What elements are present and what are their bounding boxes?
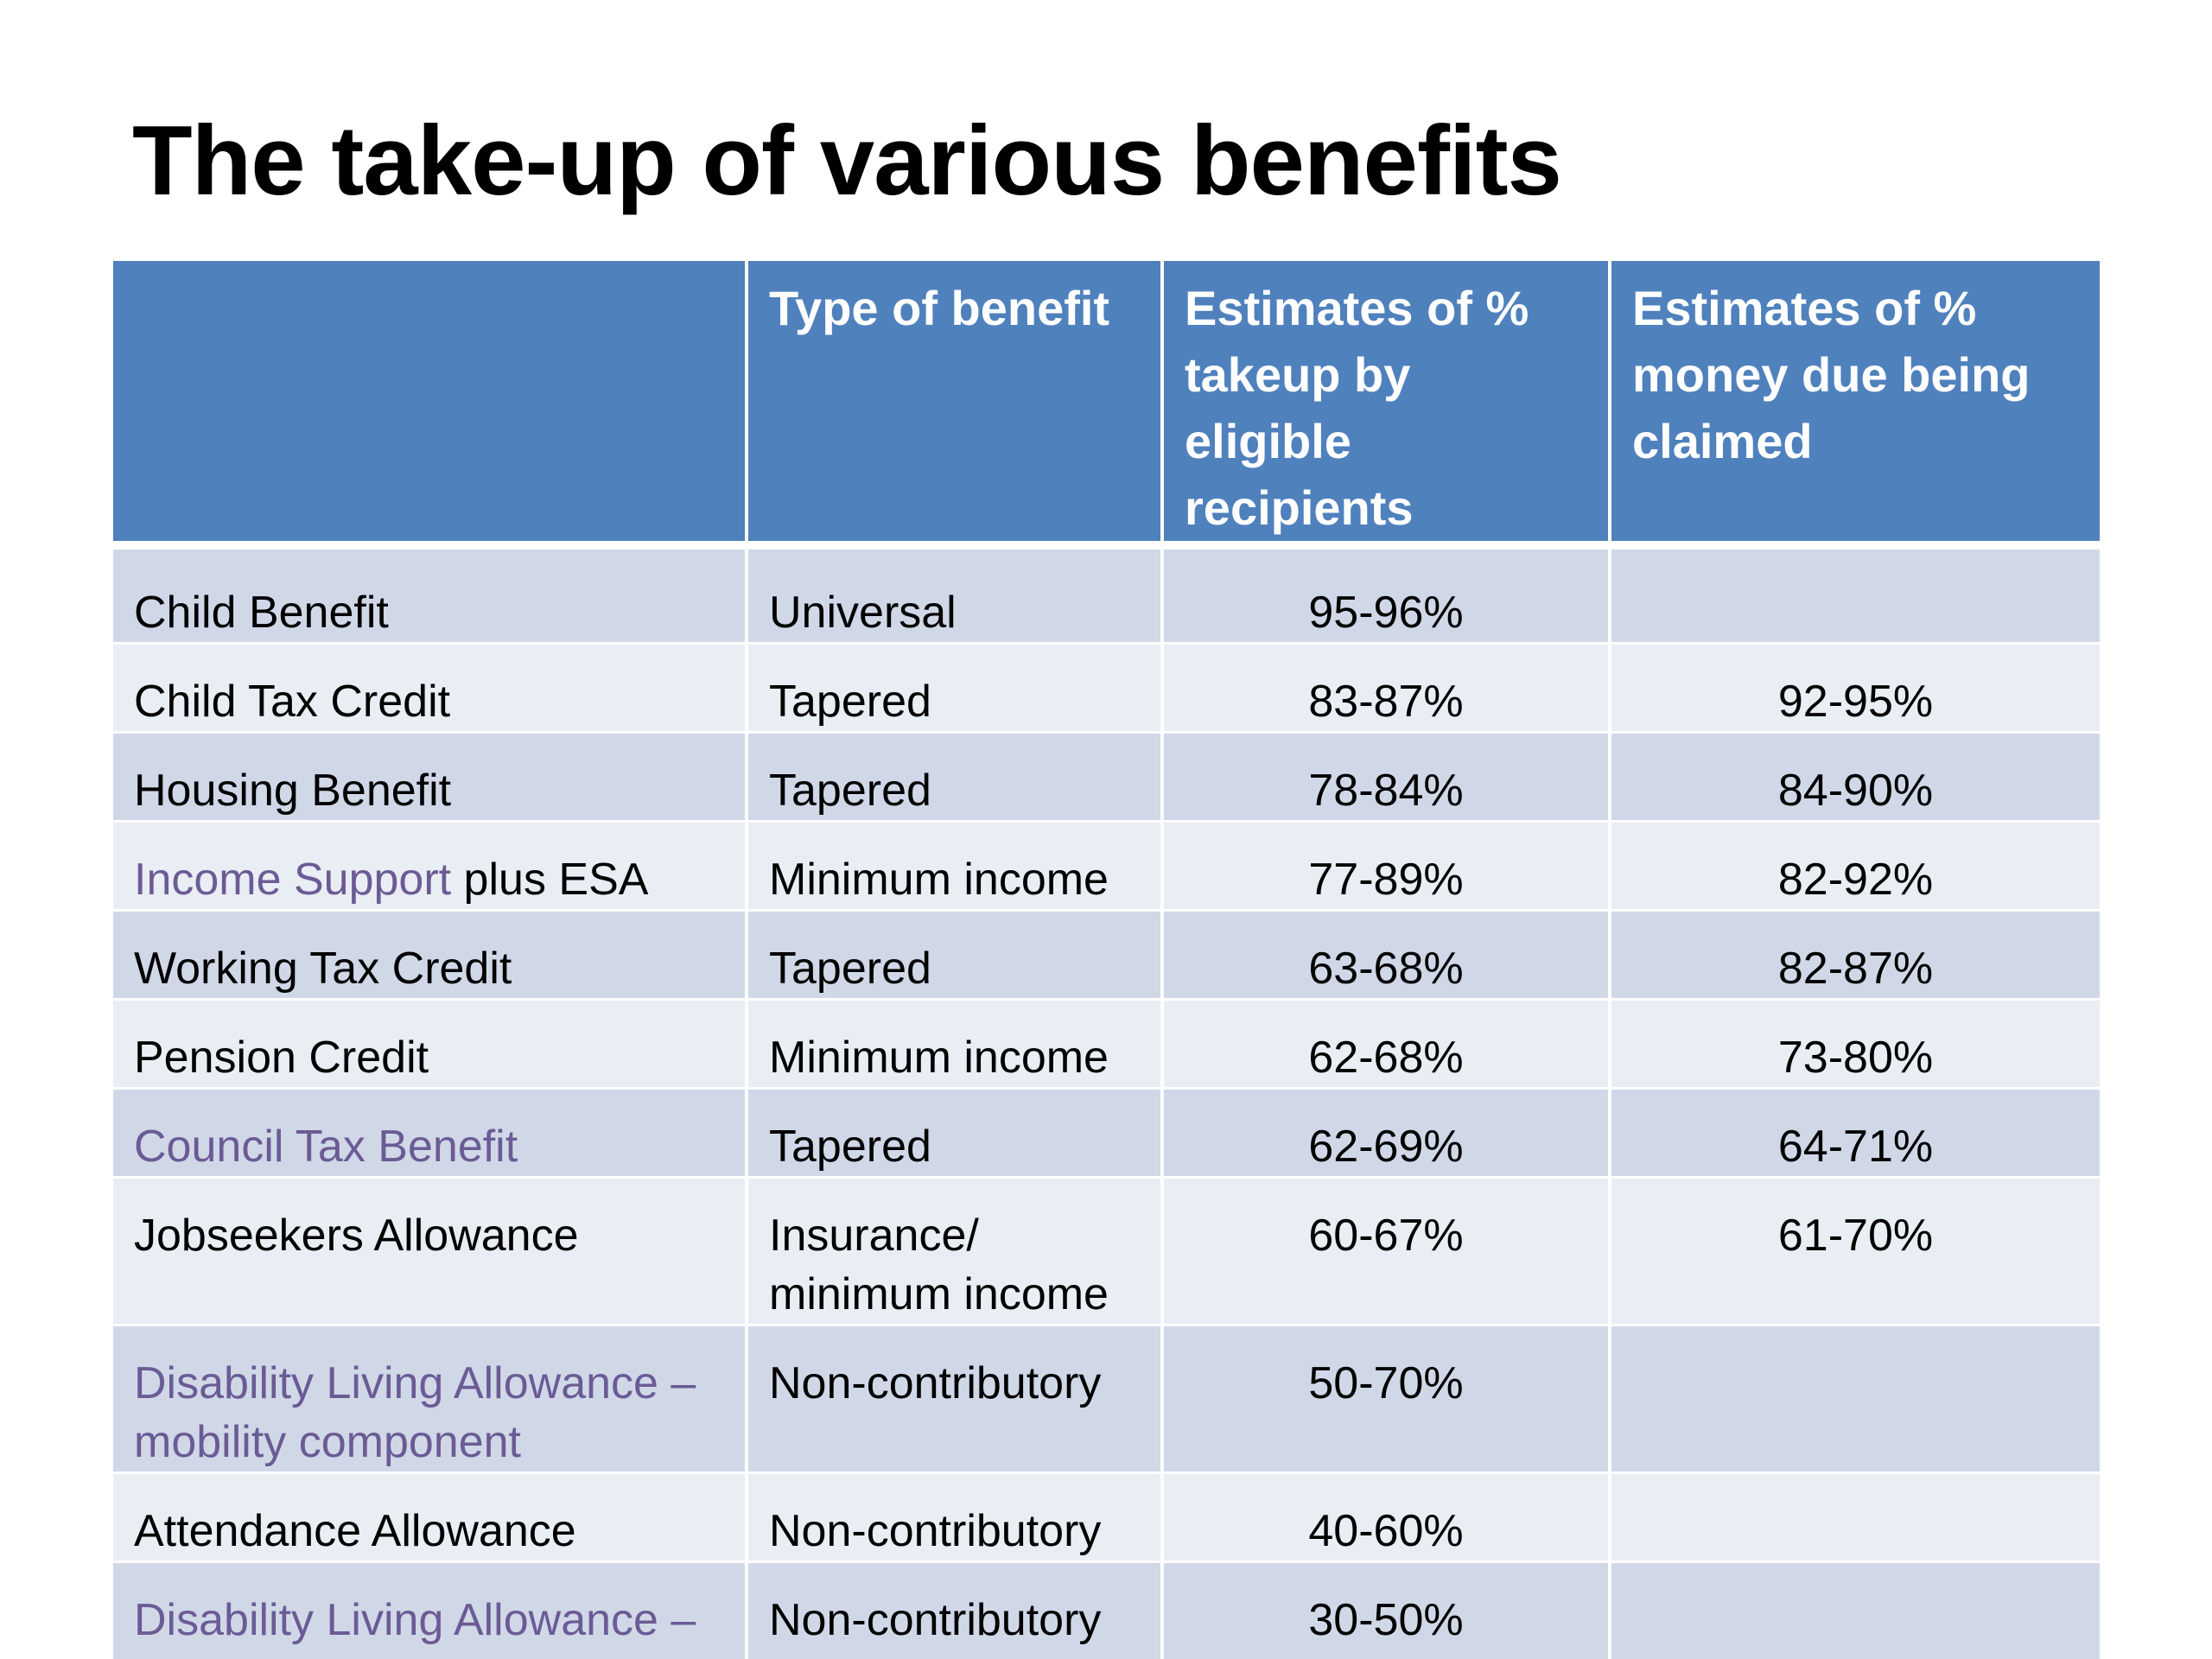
money-value — [1608, 543, 2100, 645]
takeup-value: 60-67% — [1160, 1176, 1611, 1326]
benefit-name: Child Benefit — [113, 543, 748, 645]
money-value: 82-92% — [1608, 820, 2100, 912]
takeup-value: 62-68% — [1160, 998, 1611, 1090]
benefit-type: Insurance/ minimum income — [745, 1176, 1164, 1326]
money-value: 82-87% — [1608, 909, 2100, 1001]
benefit-type: Minimum income — [745, 998, 1164, 1090]
header-benefit — [113, 261, 748, 550]
money-value — [1608, 1324, 2100, 1474]
benefit-type: Universal — [745, 543, 1164, 645]
table-row: Housing Benefit Tapered 78-84% 84-90% — [113, 731, 2100, 823]
slide-title: The take-up of various benefits — [132, 106, 1562, 216]
benefit-type: Non-contributory — [745, 1471, 1164, 1563]
takeup-value: 62-69% — [1160, 1087, 1611, 1179]
money-value: 92-95% — [1608, 642, 2100, 734]
takeup-value: 30-50% — [1160, 1560, 1611, 1659]
takeup-value: 63-68% — [1160, 909, 1611, 1001]
table-row: Attendance Allowance Non-contributory 40… — [113, 1471, 2100, 1563]
table-row: Child Benefit Universal 95-96% — [113, 543, 2100, 645]
dla-care-link[interactable]: Disability Living Allowance – care compo… — [134, 1595, 696, 1659]
dla-mobility-link[interactable]: Disability Living Allowance – mobility c… — [134, 1358, 696, 1467]
money-value — [1608, 1471, 2100, 1563]
table-row: Pension Credit Minimum income 62-68% 73-… — [113, 998, 2100, 1090]
header-row: Type of benefit Estimates of % takeup by… — [113, 261, 2100, 550]
benefit-name-suffix: plus ESA — [451, 855, 649, 905]
benefit-type: Minimum income — [745, 820, 1164, 912]
benefit-name: Income Support plus ESA — [113, 820, 748, 912]
table-row: Working Tax Credit Tapered 63-68% 82-87% — [113, 909, 2100, 1001]
benefit-name: Jobseekers Allowance — [113, 1176, 748, 1326]
takeup-value: 50-70% — [1160, 1324, 1611, 1474]
benefit-name: Attendance Allowance — [113, 1471, 748, 1563]
table-row: Disability Living Allowance – care compo… — [113, 1560, 2100, 1659]
table-row: Jobseekers Allowance Insurance/ minimum … — [113, 1176, 2100, 1326]
benefit-name: Disability Living Allowance – mobility c… — [113, 1324, 748, 1474]
header-type: Type of benefit — [745, 261, 1164, 550]
benefit-type: Non-contributory — [745, 1324, 1164, 1474]
benefit-name: Child Tax Credit — [113, 642, 748, 734]
money-value: 61-70% — [1608, 1176, 2100, 1326]
benefit-type: Tapered — [745, 1087, 1164, 1179]
takeup-value: 83-87% — [1160, 642, 1611, 734]
header-money: Estimates of % money due being claimed — [1608, 261, 2100, 550]
takeup-value: 95-96% — [1160, 543, 1611, 645]
header-takeup: Estimates of % takeup by eligible recipi… — [1160, 261, 1611, 550]
table-row: Council Tax Benefit Tapered 62-69% 64-71… — [113, 1087, 2100, 1179]
takeup-value: 77-89% — [1160, 820, 1611, 912]
takeup-value: 40-60% — [1160, 1471, 1611, 1563]
benefit-name: Housing Benefit — [113, 731, 748, 823]
table-row: Disability Living Allowance – mobility c… — [113, 1324, 2100, 1474]
table-row: Income Support plus ESA Minimum income 7… — [113, 820, 2100, 912]
table-row: Child Tax Credit Tapered 83-87% 92-95% — [113, 642, 2100, 734]
benefits-table: Type of benefit Estimates of % takeup by… — [113, 261, 2100, 1659]
benefit-name: Council Tax Benefit — [113, 1087, 748, 1179]
money-value: 84-90% — [1608, 731, 2100, 823]
benefit-type: Tapered — [745, 909, 1164, 1001]
benefit-name: Working Tax Credit — [113, 909, 748, 1001]
money-value: 64-71% — [1608, 1087, 2100, 1179]
income-support-link[interactable]: Income Support — [134, 855, 452, 905]
council-tax-benefit-link[interactable]: Council Tax Benefit — [134, 1122, 518, 1172]
money-value — [1608, 1560, 2100, 1659]
benefit-name: Pension Credit — [113, 998, 748, 1090]
benefit-type: Tapered — [745, 731, 1164, 823]
takeup-value: 78-84% — [1160, 731, 1611, 823]
benefit-type: Tapered — [745, 642, 1164, 734]
money-value: 73-80% — [1608, 998, 2100, 1090]
benefit-name: Disability Living Allowance – care compo… — [113, 1560, 748, 1659]
benefit-type: Non-contributory — [745, 1560, 1164, 1659]
